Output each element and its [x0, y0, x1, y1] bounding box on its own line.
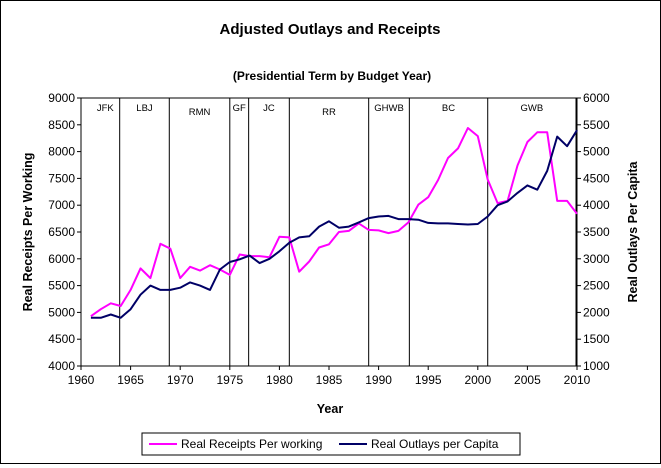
x-tick-label: 1980	[266, 373, 293, 387]
right-tick-label: 1000	[583, 359, 610, 373]
x-tick-label: 1965	[117, 373, 144, 387]
left-tick-label: 5000	[48, 305, 75, 319]
series-lines	[90, 127, 578, 319]
left-tick-label: 7500	[48, 171, 75, 185]
right-tick-label: 3000	[583, 252, 610, 266]
chart-subtitle: (Presidential Term by Budget Year)	[233, 69, 431, 83]
term-dividers	[119, 98, 577, 366]
series-line-receipts	[90, 127, 578, 318]
right-tick-label: 2500	[583, 279, 610, 293]
left-axis-title: Real Receipts Per Working	[21, 153, 35, 312]
left-tick-label: 6500	[48, 225, 75, 239]
x-tick-label: 1985	[316, 373, 343, 387]
x-tick-label: 1975	[216, 373, 243, 387]
legend: Real Receipts Per working Real Outlays p…	[141, 432, 521, 456]
term-label-lbj: LBJ	[136, 103, 153, 114]
x-tick-label: 1960	[68, 373, 95, 387]
legend-label-receipts: Real Receipts Per working	[181, 437, 322, 451]
term-label-gf: GF	[233, 103, 246, 114]
term-labels: JFK LBJ RMN GF JC RR GHWB BC GWB	[97, 103, 543, 118]
term-label-rr: RR	[322, 107, 336, 118]
right-tick-label: 4500	[583, 171, 610, 185]
right-axis-ticks: 1000 1500 2000 2500 3000 3500 4000 4500 5000 5500…	[577, 91, 610, 373]
term-label-jc: JC	[263, 103, 275, 114]
right-axis-title: Real Outlays Per Capita	[626, 160, 640, 302]
x-tick-label: 2005	[514, 373, 541, 387]
x-axis-ticks: 1960 1965 1970 1975 1980 1985 1990 1995 2000 2005…	[68, 366, 591, 387]
legend-label-outlays: Real Outlays per Capita	[371, 437, 499, 451]
term-label-ghwb: GHWB	[374, 103, 404, 114]
right-tick-label: 6000	[583, 91, 610, 105]
left-tick-label: 7000	[48, 198, 75, 212]
series-line-outlays	[90, 129, 578, 319]
right-tick-label: 4000	[583, 198, 610, 212]
plot-area	[80, 97, 578, 367]
x-tick-label: 1995	[415, 373, 442, 387]
term-label-rmn: RMN	[189, 107, 211, 118]
left-tick-label: 4000	[48, 359, 75, 373]
x-tick-label: 2010	[564, 373, 591, 387]
right-tick-label: 5000	[583, 145, 610, 159]
left-tick-label: 4500	[48, 332, 75, 346]
right-tick-label: 1500	[583, 332, 610, 346]
term-label-jfk: JFK	[97, 103, 115, 114]
left-tick-label: 9000	[48, 91, 75, 105]
term-label-gwb: GWB	[521, 103, 544, 114]
right-tick-label: 5500	[583, 118, 610, 132]
left-tick-label: 8500	[48, 118, 75, 132]
term-label-bc: BC	[442, 103, 455, 114]
x-tick-label: 1990	[365, 373, 392, 387]
x-axis-title: Year	[317, 402, 344, 416]
x-tick-label: 1970	[167, 373, 194, 387]
left-tick-label: 6000	[48, 252, 75, 266]
left-axis-ticks: 4000 4500 5000 5500 6000 6500 7000 7500 8000 8500…	[48, 91, 81, 373]
x-tick-label: 2000	[464, 373, 491, 387]
left-tick-label: 5500	[48, 279, 75, 293]
right-tick-label: 3500	[583, 225, 610, 239]
left-tick-label: 8000	[48, 145, 75, 159]
right-tick-label: 2000	[583, 305, 610, 319]
chart-title: Adjusted Outlays and Receipts	[220, 21, 441, 38]
legend-box	[141, 432, 521, 456]
